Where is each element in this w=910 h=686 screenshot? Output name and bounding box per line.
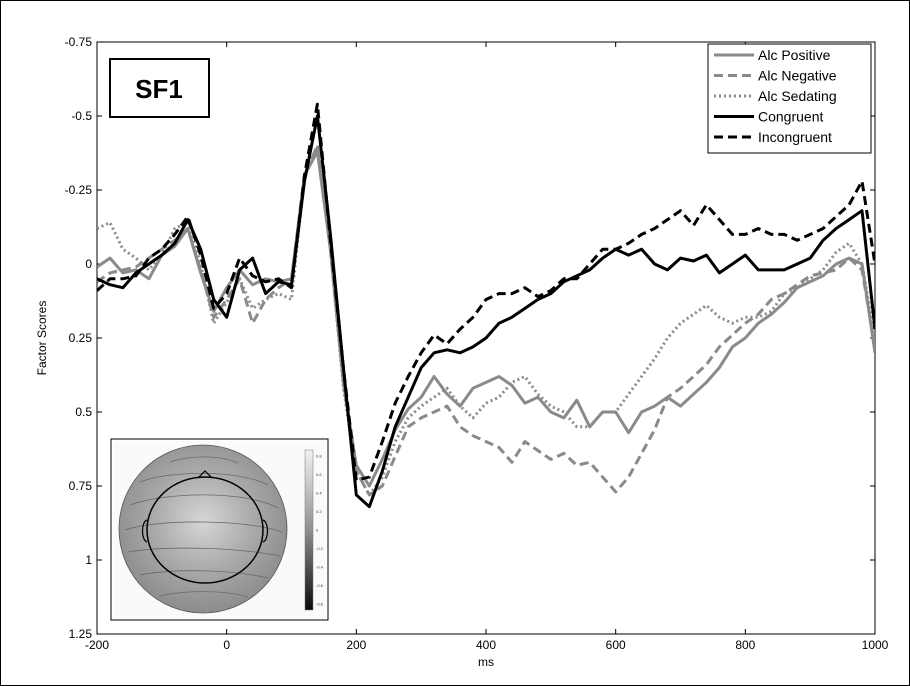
y-axis-label: Factor Scores [35, 301, 49, 376]
series-line-alc-negative [97, 144, 875, 497]
colorbar-tick-label: -0.8 [316, 602, 324, 607]
x-tick-label: 1000 [862, 638, 889, 652]
x-tick-label: 400 [476, 638, 496, 652]
y-tick-label: 0.5 [75, 405, 92, 419]
inset-topographic-map: 0.8 0.6 0.4 0.2 0 -0.2 -0.4 -0.6 -0.8 [110, 438, 329, 621]
panel-label-box: SF1 [109, 58, 210, 118]
y-tick-label: -0.75 [65, 35, 93, 49]
scalp-map [118, 444, 288, 614]
head-outline [146, 476, 264, 584]
colorbar-tick-label: -0.4 [316, 565, 324, 570]
right-ear-icon [262, 519, 269, 543]
legend-entry: Incongruent [758, 129, 832, 145]
x-tick-label: 200 [346, 638, 366, 652]
x-axis-label: ms [478, 655, 494, 669]
x-tick-label: 0 [223, 638, 230, 652]
colorbar-tick-label: 0.2 [316, 509, 322, 514]
y-tick-label: -0.25 [65, 183, 93, 197]
y-tick-label: 0.75 [69, 479, 93, 493]
series-group [97, 102, 875, 509]
series-line-alc-positive [97, 150, 875, 488]
colorbar-tick-label: 0.6 [316, 472, 322, 477]
y-tick-label: 0 [85, 257, 92, 271]
y-tick-label: 1 [85, 553, 92, 567]
legend-entry: Alc Positive [758, 47, 831, 63]
legend: Alc Positive Alc Negative Alc Sedating Cong… [707, 43, 872, 154]
x-tick-label: 600 [606, 638, 626, 652]
panel-label: SF1 [135, 74, 183, 104]
colorbar-tick-label: -0.6 [316, 583, 324, 588]
series-line-incongruent [97, 102, 875, 482]
series-line-congruent [97, 114, 875, 509]
legend-entry: Alc Negative [758, 68, 837, 84]
y-tick-label: 0.25 [69, 331, 93, 345]
nose-icon [197, 470, 213, 479]
colorbar-tick-label: -0.2 [316, 546, 324, 551]
left-ear-icon [141, 519, 148, 543]
y-tick-label: 1.25 [69, 627, 93, 641]
x-tick-label: 800 [735, 638, 755, 652]
legend-entry: Congruent [758, 109, 823, 125]
colorbar-tick-label: 0.4 [316, 491, 322, 496]
legend-entry: Alc Sedating [758, 88, 837, 104]
x-tick-label: -200 [85, 638, 109, 652]
y-tick-label: -0.5 [71, 109, 92, 123]
colorbar-tick-label: 0.8 [316, 454, 322, 459]
colorbar-ticks: 0.8 0.6 0.4 0.2 0 -0.2 -0.4 -0.6 -0.8 [316, 454, 324, 607]
colorbar-tick-label: 0 [316, 528, 319, 533]
axis-ticks: -200 0 200 400 600 800 1000 -0.75 -0.5 -0.25 0 0.25… [65, 35, 889, 652]
colorbar [304, 449, 314, 611]
